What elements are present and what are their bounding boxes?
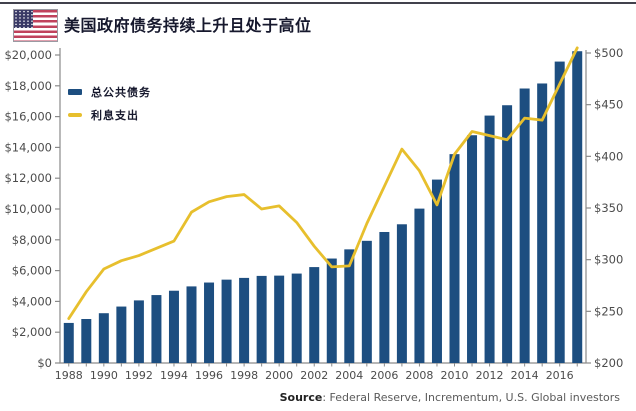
x-axis-tick-label: 1994 (160, 369, 188, 382)
x-axis-tick-label: 2012 (476, 369, 504, 382)
debt-bar-1989 (81, 319, 92, 363)
legend-label-interest: 利息支出 (91, 109, 139, 122)
debt-bar-2000 (274, 275, 285, 363)
left-axis-tick-label: $10,000 (4, 202, 52, 216)
x-axis-tick-label: 1998 (230, 369, 258, 382)
debt-bar-2005 (361, 240, 372, 363)
chart-legend: 总公共债务 利息支出 (68, 84, 151, 130)
debt-bar-1991 (116, 306, 127, 363)
debt-bar-2017 (572, 51, 583, 364)
top-divider (0, 2, 636, 4)
debt-bar-2011 (467, 135, 478, 363)
debt-bar-2009 (431, 179, 442, 363)
left-axis-tick-label: $16,000 (4, 110, 52, 124)
debt-bar-2001 (291, 273, 302, 363)
debt-series-swatch (68, 89, 82, 95)
interest-expense-line (67, 46, 579, 320)
debt-bar-1994 (168, 290, 179, 363)
x-axis-tick-label: 2002 (300, 369, 328, 382)
debt-bar-2010 (449, 154, 460, 363)
x-axis-tick-label: 2006 (370, 369, 398, 382)
legend-label-debt: 总公共债务 (91, 86, 151, 99)
left-axis-tick-label: $6,000 (12, 264, 52, 278)
us-flag-icon (13, 9, 58, 42)
source-label: Source (279, 391, 323, 404)
legend-item-interest: 利息支出 (68, 107, 151, 123)
left-axis-tick-label: $8,000 (12, 233, 52, 247)
right-axis-tick-label: $250 (594, 304, 623, 318)
left-axis-tick-label: $12,000 (4, 171, 52, 185)
interest-series-swatch (68, 113, 82, 117)
x-axis-tick-label: 2008 (405, 369, 433, 382)
debt-bar-1992 (133, 300, 144, 363)
us-flag-canton (14, 10, 33, 28)
debt-bar-1990 (98, 313, 109, 363)
debt-bar-2004 (344, 249, 355, 363)
debt-bar-2014 (519, 88, 530, 363)
debt-bar-2008 (414, 208, 425, 363)
debt-bar-1999 (256, 275, 267, 363)
debt-bar-1993 (151, 295, 162, 363)
debt-bar-2006 (379, 231, 390, 363)
x-axis-tick-label: 2014 (511, 369, 539, 382)
debt-bar-1995 (186, 286, 197, 363)
x-axis-tick-label: 2000 (265, 369, 293, 382)
debt-bar-1988 (63, 322, 74, 363)
x-axis-tick-label: 1996 (195, 369, 223, 382)
debt-bar-2002 (309, 267, 320, 363)
x-axis-tick-label: 1988 (55, 369, 83, 382)
x-axis-tick-label: 2016 (546, 369, 574, 382)
source-note: Source: Federal Reserve, Incrementum, U.… (280, 391, 620, 404)
x-axis-tick-label: 2010 (441, 369, 469, 382)
right-axis-tick-label: $500 (594, 46, 623, 60)
x-axis-tick-label: 2004 (335, 369, 363, 382)
chart-title: 美国政府债务持续上升且处于高位 (64, 16, 312, 35)
debt-bar-2003 (326, 258, 337, 363)
right-axis-tick-label: $200 (594, 356, 623, 370)
debt-bar-1998 (239, 277, 250, 363)
left-axis-tick-label: $2,000 (12, 325, 52, 339)
debt-bar-2015 (537, 83, 548, 363)
right-axis-tick-label: $300 (594, 253, 623, 267)
debt-bar-1997 (221, 279, 232, 363)
debt-bar-1996 (204, 282, 215, 363)
source-text: : Federal Reserve, Incrementum, U.S. Glo… (322, 391, 620, 404)
debt-bar-2013 (502, 105, 513, 363)
debt-bar-2016 (554, 61, 565, 363)
left-axis-tick-label: $20,000 (4, 48, 52, 62)
right-axis-tick-label: $450 (594, 98, 623, 112)
x-axis-tick-label: 1990 (90, 369, 118, 382)
right-axis-tick-label: $350 (594, 201, 623, 215)
left-axis-tick-label: $0 (37, 356, 52, 370)
left-axis-tick-label: $4,000 (12, 294, 52, 308)
debt-bar-2007 (396, 224, 407, 363)
left-axis-tick-label: $14,000 (4, 140, 52, 154)
debt-bar-2012 (484, 115, 495, 363)
legend-item-debt: 总公共债务 (68, 84, 151, 100)
right-axis-tick-label: $400 (594, 149, 623, 163)
left-axis-tick-label: $18,000 (4, 79, 52, 93)
x-axis-tick-label: 1992 (125, 369, 153, 382)
